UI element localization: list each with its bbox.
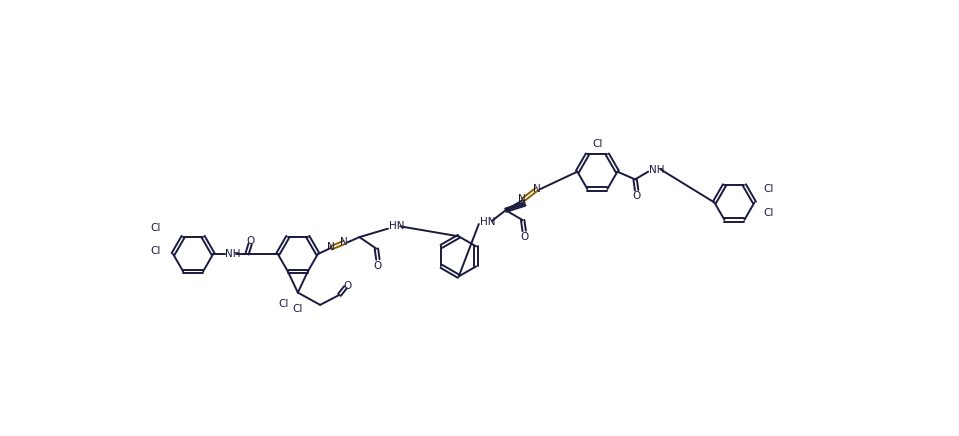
- Text: O: O: [633, 191, 641, 201]
- Text: O: O: [521, 232, 529, 242]
- Text: HN: HN: [480, 217, 496, 227]
- Text: N: N: [518, 194, 526, 204]
- Text: Cl: Cl: [151, 246, 161, 256]
- Text: O: O: [374, 261, 382, 271]
- Text: Cl: Cl: [592, 139, 602, 149]
- Text: N: N: [533, 184, 541, 194]
- Text: Cl: Cl: [292, 304, 303, 314]
- Text: Cl: Cl: [151, 223, 161, 233]
- Text: Cl: Cl: [763, 184, 774, 194]
- Text: O: O: [246, 236, 255, 246]
- Text: N: N: [327, 242, 335, 252]
- Text: NH: NH: [649, 165, 665, 175]
- Text: Cl: Cl: [278, 299, 289, 309]
- Text: Cl: Cl: [763, 208, 774, 218]
- Text: N: N: [340, 237, 348, 247]
- Text: HN: HN: [388, 221, 404, 231]
- Text: O: O: [343, 281, 351, 291]
- Text: NH: NH: [224, 249, 240, 259]
